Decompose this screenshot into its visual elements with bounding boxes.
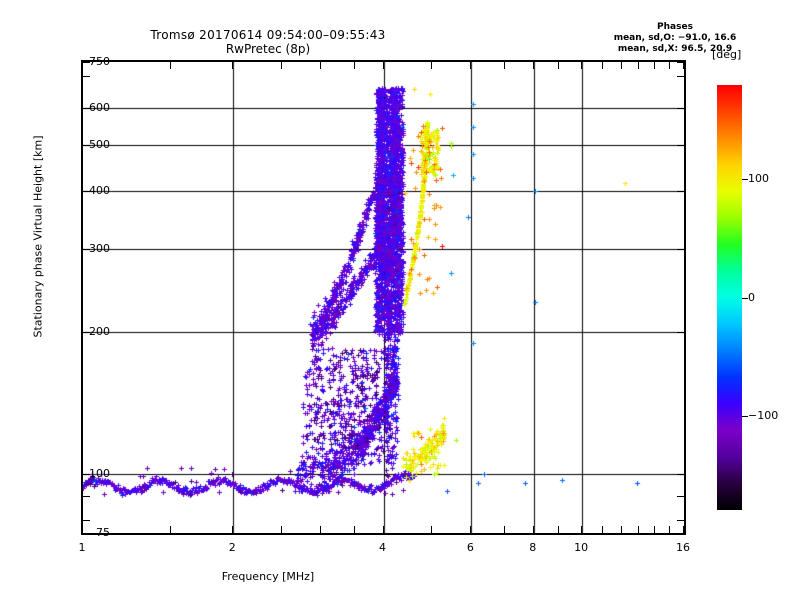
- x-tick-label: 10: [574, 541, 589, 554]
- tick-mark: [232, 526, 234, 533]
- tick-mark: [382, 526, 384, 533]
- y-tick-label: 300: [89, 242, 110, 256]
- colorbar-tick-label: 100: [748, 172, 769, 186]
- tick-mark: [83, 519, 90, 521]
- tick-mark: [83, 190, 90, 192]
- tick-mark: [430, 62, 432, 69]
- tick-mark: [83, 107, 90, 109]
- tick-mark: [83, 474, 90, 476]
- tick-mark: [382, 62, 384, 69]
- scatter-plot-canvas: [83, 62, 684, 533]
- tick-mark: [353, 526, 355, 533]
- tick-mark: [83, 76, 90, 78]
- tick-mark: [320, 526, 322, 533]
- tick-mark: [503, 526, 505, 533]
- colorbar-tick-label: −100: [748, 408, 779, 422]
- tick-mark: [470, 526, 472, 533]
- tick-mark: [637, 62, 639, 69]
- y-tick-label: 600: [89, 100, 110, 114]
- tick-mark: [669, 526, 670, 533]
- y-tick-label: 100: [89, 467, 110, 481]
- tick-mark: [82, 62, 83, 69]
- phases-o-stats: mean, sd,O: −91.0, 16.6: [613, 33, 737, 43]
- y-tick-label: 75: [96, 526, 110, 539]
- colorbar: [717, 85, 742, 510]
- tick-mark: [558, 62, 560, 69]
- tick-mark: [83, 144, 90, 146]
- tick-mark: [280, 62, 282, 69]
- tick-mark: [169, 526, 171, 533]
- tick-mark: [470, 62, 472, 69]
- tick-mark: [620, 526, 622, 533]
- tick-mark: [532, 62, 534, 69]
- y-tick-label: 400: [89, 183, 110, 197]
- tick-mark: [82, 526, 83, 533]
- y-tick-label: 200: [89, 325, 110, 339]
- tick-mark: [320, 62, 322, 69]
- tick-mark: [581, 526, 583, 533]
- y-axis-label: Stationary phase Virtual Height [km]: [31, 135, 45, 338]
- y-tick-label: 500: [89, 137, 110, 151]
- tick-mark: [683, 62, 684, 69]
- tick-mark: [83, 495, 90, 497]
- colorbar-tick-mark: [742, 415, 748, 417]
- tick-mark: [677, 62, 684, 63]
- tick-mark: [669, 62, 670, 69]
- tick-mark: [677, 190, 684, 192]
- tick-mark: [677, 332, 684, 334]
- x-tick-label: 8: [529, 541, 537, 554]
- phases-stats-box: Phases mean, sd,O: −91.0, 16.6 mean, sd,…: [560, 22, 790, 55]
- plot-title-line2: RwPretec (8p): [225, 42, 311, 56]
- x-tick-label: 16: [676, 541, 690, 554]
- tick-mark: [677, 107, 684, 109]
- plot-title-line1: Tromsø 20170614 09:54:00–09:55:43: [150, 28, 386, 42]
- tick-mark: [581, 62, 583, 69]
- phases-heading: Phases: [657, 22, 693, 32]
- x-axis-label: Frequency [MHz]: [221, 570, 315, 583]
- tick-mark: [532, 526, 534, 533]
- tick-mark: [677, 76, 684, 78]
- tick-mark: [677, 519, 684, 521]
- tick-mark: [83, 62, 90, 63]
- tick-mark: [677, 249, 684, 251]
- tick-mark: [654, 526, 656, 533]
- tick-mark: [83, 332, 90, 334]
- tick-mark: [601, 62, 603, 69]
- tick-mark: [677, 474, 684, 476]
- tick-mark: [677, 495, 684, 497]
- tick-mark: [601, 526, 603, 533]
- y-tick-label: 750: [89, 55, 110, 68]
- tick-mark: [232, 62, 234, 69]
- tick-mark: [503, 62, 505, 69]
- tick-mark: [637, 526, 639, 533]
- tick-mark: [558, 526, 560, 533]
- tick-mark: [677, 144, 684, 146]
- tick-mark: [683, 526, 684, 533]
- colorbar-tick-label: 0: [748, 290, 755, 304]
- x-tick-label: 4: [379, 541, 386, 554]
- colorbar-tick-mark: [742, 297, 748, 299]
- colorbar-tick-mark: [742, 179, 748, 181]
- plot-frame: [81, 60, 686, 535]
- x-tick-label: 6: [466, 541, 474, 554]
- tick-mark: [169, 62, 171, 69]
- tick-mark: [620, 62, 622, 69]
- tick-mark: [654, 62, 656, 69]
- x-tick-label: 2: [228, 541, 236, 554]
- tick-mark: [353, 62, 355, 69]
- phases-x-stats: mean, sd,X: 96.5, 20.9: [617, 44, 733, 54]
- tick-mark: [280, 526, 282, 533]
- colorbar-unit-label: [deg]: [712, 48, 742, 61]
- x-tick-label: 1: [78, 541, 86, 554]
- tick-mark: [430, 526, 432, 533]
- tick-mark: [83, 249, 90, 251]
